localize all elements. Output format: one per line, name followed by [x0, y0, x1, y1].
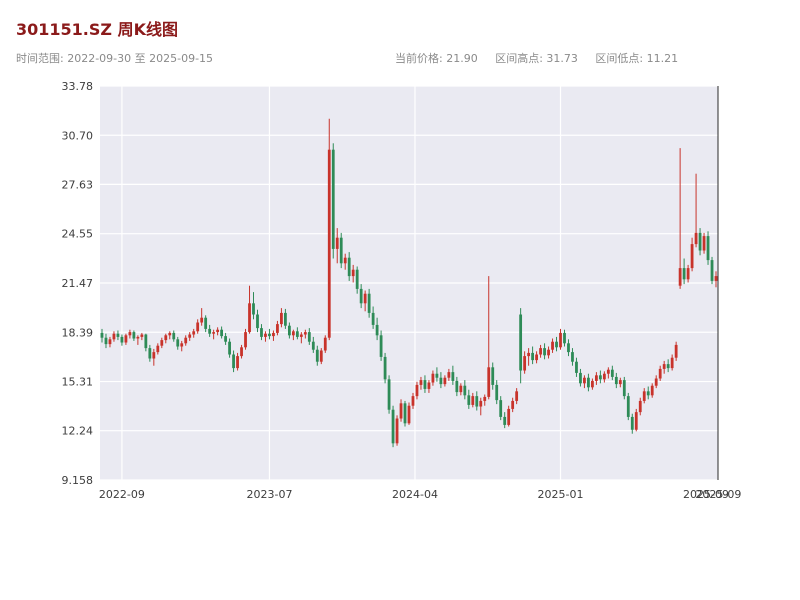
svg-text:2025-01: 2025-01: [538, 488, 584, 501]
svg-text:15.31: 15.31: [62, 376, 94, 389]
chart-title: 301151.SZ 周K线图: [16, 20, 178, 39]
svg-text:2022-09: 2022-09: [99, 488, 145, 501]
svg-text:24.55: 24.55: [62, 228, 94, 241]
svg-text:2024-04: 2024-04: [392, 488, 438, 501]
svg-text:2025-09: 2025-09: [683, 488, 729, 501]
chart-subheader: 时间范围: 2022-09-30 至 2025-09-15 当前价格: 21.9…: [0, 50, 800, 68]
svg-text:27.63: 27.63: [62, 178, 94, 191]
time-range-label: 时间范围: 2022-09-30 至 2025-09-15: [16, 52, 214, 65]
chart-area: 9.158 12.24 15.31 18.39 21.47 24.55 27.63 30.70…: [0, 70, 800, 514]
range-low-label: 区间低点: 11.21: [595, 52, 679, 65]
price-stats: 当前价格: 21.90 区间高点: 31.73 区间低点: 11.21: [395, 50, 692, 66]
svg-text:2023-07: 2023-07: [247, 488, 293, 501]
svg-text:21.47: 21.47: [62, 277, 94, 290]
range-high-label: 区间高点: 31.73: [495, 52, 578, 65]
svg-text:9.158: 9.158: [62, 474, 94, 487]
kline-chart: 9.158 12.24 15.31 18.39 21.47 24.55 27.63 30.70…: [62, 80, 742, 501]
current-price-label: 当前价格: 21.90: [395, 52, 478, 65]
svg-text:18.39: 18.39: [62, 326, 94, 339]
svg-text:30.70: 30.70: [62, 129, 94, 142]
svg-text:2025-09: 2025-09: [695, 488, 741, 501]
svg-text:12.24: 12.24: [62, 425, 94, 438]
svg-text:33.78: 33.78: [62, 80, 94, 93]
